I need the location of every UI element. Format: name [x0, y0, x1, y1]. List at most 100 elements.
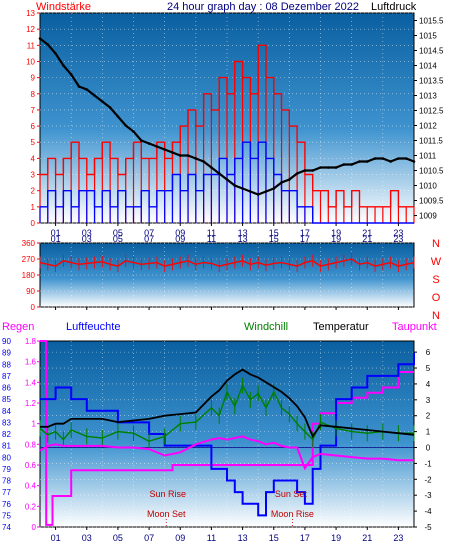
pressure-point — [365, 160, 369, 163]
y-left-tick-label: 0 — [31, 219, 36, 228]
humidity-series-line — [40, 352, 415, 517]
pressure-point — [288, 178, 291, 181]
pressure-point — [233, 184, 237, 187]
astro-annotation-label: Sun Rise — [150, 489, 187, 499]
pressure-point — [358, 160, 361, 163]
y-rain-tick-label: 1 — [32, 420, 37, 429]
x-tick-label: 19 — [331, 228, 341, 238]
y-rain-tick-label: 0.2 — [25, 502, 37, 511]
y-temp-tick-label: 2 — [426, 412, 431, 421]
header-title: 24 hour graph day : 08 Dezember 2022 — [167, 1, 359, 13]
pressure-point — [69, 73, 73, 76]
y-rain-tick-label: 0.8 — [25, 440, 37, 449]
y-humidity-tick-label: 90 — [2, 337, 11, 346]
y-rain-tick-label: 1.2 — [25, 399, 37, 408]
pressure-point — [124, 124, 128, 127]
x-tick-label: 19 — [331, 234, 341, 244]
pressure-point — [132, 130, 135, 133]
y-direction-tick-label: 360 — [22, 239, 36, 248]
compass-label: S — [432, 274, 439, 286]
y-left-tick-label: 3 — [31, 171, 36, 180]
x-tick-label: 13 — [238, 228, 248, 238]
pressure-point — [373, 157, 377, 160]
pressure-point — [272, 187, 276, 190]
compass-label: O — [432, 292, 441, 304]
compass-label: N — [432, 310, 440, 322]
y-temp-tick-label: -1 — [424, 459, 432, 468]
x-tick-label: 23 — [393, 228, 403, 238]
pressure-point — [295, 172, 299, 175]
x-tick-label: 11 — [207, 234, 216, 244]
x-tick-label: 21 — [362, 228, 372, 238]
y-temp-tick-label: -4 — [424, 507, 432, 516]
y-temp-tick-label: 1 — [426, 428, 431, 437]
pressure-point — [389, 160, 392, 163]
x-tick-label: 13 — [238, 533, 248, 543]
y-humidity-tick-label: 84 — [2, 407, 11, 416]
y-right-tick-label: 1009 — [419, 212, 437, 221]
temperature-series-line — [40, 368, 415, 439]
y-left-tick-label: 1 — [31, 203, 36, 212]
pressure-point — [46, 43, 50, 46]
pressure-point — [264, 190, 268, 193]
pressure-point — [202, 160, 205, 163]
x-tick-label: 09 — [175, 234, 185, 244]
pressure-point — [178, 154, 182, 157]
label-taupunkt: Taupunkt — [392, 321, 437, 333]
x-tick-label: 17 — [300, 234, 310, 244]
x-tick-label: 23 — [393, 234, 403, 244]
y-humidity-tick-label: 81 — [2, 442, 11, 451]
pressure-point — [171, 151, 174, 154]
y-humidity-tick-label: 77 — [2, 488, 11, 497]
x-tick-label: 17 — [300, 533, 310, 543]
pressure-point — [147, 142, 151, 145]
x-tick-label: 07 — [144, 533, 154, 543]
pressure-point — [311, 169, 315, 172]
y-right-tick-label: 1013.5 — [419, 77, 444, 86]
y-temp-tick-label: 3 — [426, 396, 431, 405]
pressure-point — [381, 157, 385, 160]
y-humidity-tick-label: 76 — [2, 500, 11, 509]
panel1-axes: 01234567891011121310091009.510101010.510… — [26, 9, 444, 238]
y-temp-tick-label: 4 — [426, 380, 431, 389]
x-tick-label: 17 — [300, 228, 310, 238]
x-tick-label: 11 — [207, 228, 216, 238]
y-rain-tick-label: 1.4 — [25, 378, 37, 387]
panel3-axes: 74 75 76 77 78 79 80 81 82 83 84 85 86 87 88 89 90 0 0.2 0.… — [2, 337, 432, 543]
y-left-tick-label: 13 — [26, 9, 35, 18]
y-right-tick-label: 1014 — [419, 62, 437, 71]
y-right-tick-label: 1013 — [419, 92, 437, 101]
y-rain-tick-label: 0.4 — [25, 482, 37, 491]
pressure-point — [249, 190, 252, 193]
y-humidity-tick-label: 75 — [2, 511, 11, 520]
y-humidity-tick-label: 85 — [2, 395, 11, 404]
pressure-point — [54, 52, 57, 55]
y-humidity-tick-label: 78 — [2, 477, 11, 486]
x-tick-label: 15 — [269, 533, 279, 543]
x-tick-label: 05 — [113, 533, 123, 543]
panel2-series — [39, 253, 415, 273]
y-left-tick-label: 8 — [31, 90, 36, 99]
x-tick-label: 11 — [207, 533, 216, 543]
pressure-point — [108, 106, 112, 109]
y-temp-tick-label: -2 — [424, 475, 432, 484]
label-temperatur: Temperatur — [313, 321, 369, 333]
y-right-tick-label: 1015.5 — [419, 17, 444, 26]
y-humidity-tick-label: 83 — [2, 418, 11, 427]
pressure-point — [62, 64, 65, 67]
y-left-tick-label: 11 — [27, 41, 36, 50]
pressure-point — [342, 163, 346, 166]
y-humidity-tick-label: 82 — [2, 430, 11, 439]
y-direction-tick-label: 90 — [26, 287, 35, 296]
x-tick-label: 03 — [82, 228, 92, 238]
y-humidity-tick-label: 88 — [2, 360, 11, 369]
pressure-point — [139, 139, 143, 142]
x-tick-label: 03 — [82, 533, 92, 543]
pressure-point — [210, 166, 213, 169]
pressure-point — [319, 166, 322, 169]
pressure-point — [77, 85, 81, 88]
y-right-tick-label: 1015 — [419, 32, 437, 41]
